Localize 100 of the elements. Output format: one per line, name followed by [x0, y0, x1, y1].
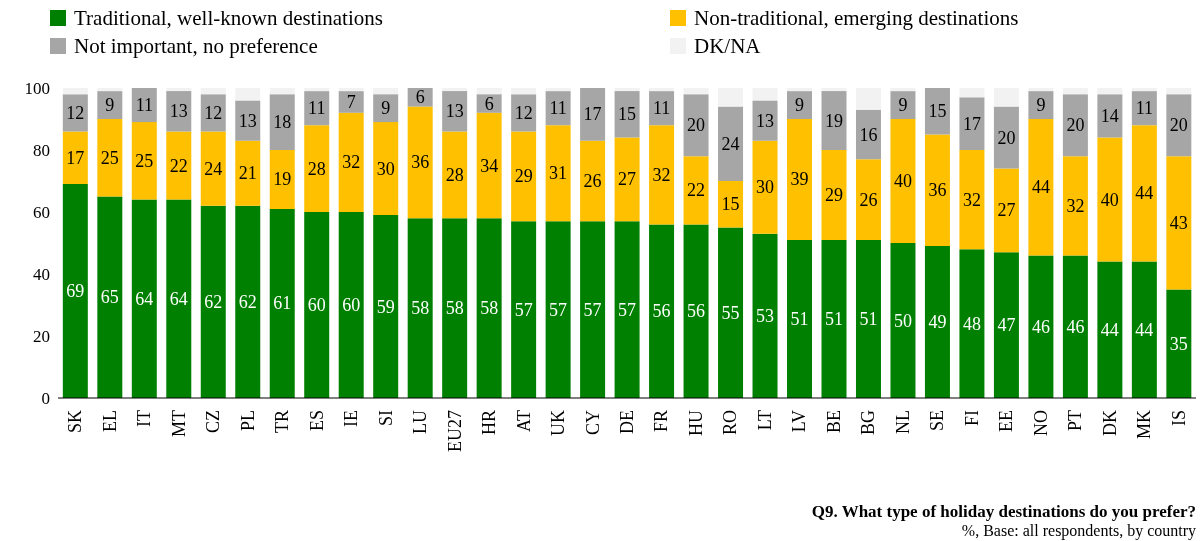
bar	[580, 140, 606, 222]
data-label: 15	[721, 194, 740, 215]
bar	[235, 88, 261, 101]
data-label: 6	[484, 93, 494, 114]
x-tick-label: HR	[479, 410, 500, 436]
data-label: 26	[859, 189, 878, 210]
bar	[1028, 88, 1054, 92]
x-tick-label: EU27	[444, 410, 465, 452]
bar	[993, 252, 1019, 398]
x-tick-label: FI	[961, 410, 982, 427]
data-label: 58	[411, 298, 430, 319]
data-label: 26	[583, 171, 602, 191]
bar	[649, 88, 675, 92]
bar	[718, 106, 744, 181]
bar	[442, 88, 468, 92]
bar	[545, 125, 571, 222]
bar	[614, 88, 640, 92]
data-label: 29	[514, 166, 533, 187]
data-label: 24	[204, 158, 223, 179]
bar	[924, 88, 950, 135]
bar	[62, 131, 88, 185]
data-label: 20	[1066, 115, 1085, 136]
data-label: 50	[893, 310, 912, 331]
bar	[890, 243, 916, 398]
bar	[718, 227, 744, 398]
bar	[959, 97, 985, 150]
data-label: 11	[549, 98, 567, 119]
bar	[166, 88, 192, 92]
data-label: 51	[790, 308, 809, 329]
bar	[821, 239, 847, 398]
bar	[959, 150, 985, 250]
bar	[649, 224, 675, 398]
data-label: 11	[1135, 98, 1154, 119]
bar	[993, 168, 1019, 253]
data-label: 46	[1066, 316, 1085, 337]
bar	[304, 212, 330, 398]
bar	[269, 94, 295, 150]
data-label: 65	[100, 287, 119, 308]
x-tick-label: LU	[410, 410, 431, 434]
bar	[511, 131, 537, 222]
data-label: 29	[824, 184, 843, 205]
x-tick-label: NL	[892, 410, 913, 434]
bar	[131, 88, 157, 123]
data-label: 30	[756, 177, 775, 198]
data-label: 60	[342, 295, 361, 315]
data-label: 47	[997, 315, 1016, 336]
bar	[1028, 91, 1054, 119]
bar	[476, 112, 502, 219]
bar	[235, 140, 261, 206]
bar	[476, 218, 502, 398]
data-label: 20	[997, 127, 1016, 148]
bar	[1062, 88, 1088, 95]
bar	[1166, 156, 1192, 290]
bar	[269, 88, 295, 95]
bar	[752, 140, 778, 234]
bar	[718, 88, 744, 107]
bar	[373, 215, 399, 398]
bar	[649, 125, 675, 225]
bar	[1097, 137, 1123, 262]
x-tick-label: MK	[1134, 410, 1155, 440]
bar	[821, 150, 847, 240]
bar	[442, 218, 468, 398]
bar	[373, 122, 399, 216]
data-label: 44	[1100, 319, 1119, 340]
bar	[752, 233, 778, 398]
legend-label: Traditional, well-known destinations	[74, 5, 383, 31]
bar	[890, 91, 916, 119]
bar	[407, 218, 433, 398]
data-label: 69	[66, 281, 85, 302]
data-label: 7	[346, 91, 356, 112]
data-label: 58	[480, 298, 499, 319]
data-label: 59	[376, 296, 395, 317]
data-label: 12	[66, 102, 85, 123]
data-label: 57	[583, 299, 602, 320]
bar	[855, 159, 881, 240]
data-label: 13	[238, 110, 257, 131]
bar	[131, 122, 157, 200]
x-tick-label: ES	[306, 410, 327, 432]
data-label: 13	[445, 101, 464, 122]
data-label: 15	[928, 101, 947, 122]
data-label: 28	[445, 164, 464, 185]
bar	[787, 119, 813, 240]
data-label: 51	[859, 308, 878, 329]
data-label: 17	[962, 113, 981, 134]
data-label: 57	[514, 299, 533, 320]
bar	[752, 100, 778, 141]
data-label: 48	[962, 313, 981, 334]
bar	[235, 100, 261, 141]
data-label: 12	[204, 102, 223, 123]
data-label: 19	[273, 169, 292, 190]
bar	[787, 88, 813, 92]
x-tick-label: EL	[99, 410, 120, 432]
bar	[338, 212, 364, 398]
data-label: 57	[618, 299, 637, 320]
x-tick-label: CY	[582, 410, 603, 436]
x-tick-label: SK	[65, 410, 86, 434]
bar	[97, 88, 123, 92]
bar	[959, 88, 985, 98]
bar	[97, 119, 123, 197]
bar	[1062, 255, 1088, 398]
